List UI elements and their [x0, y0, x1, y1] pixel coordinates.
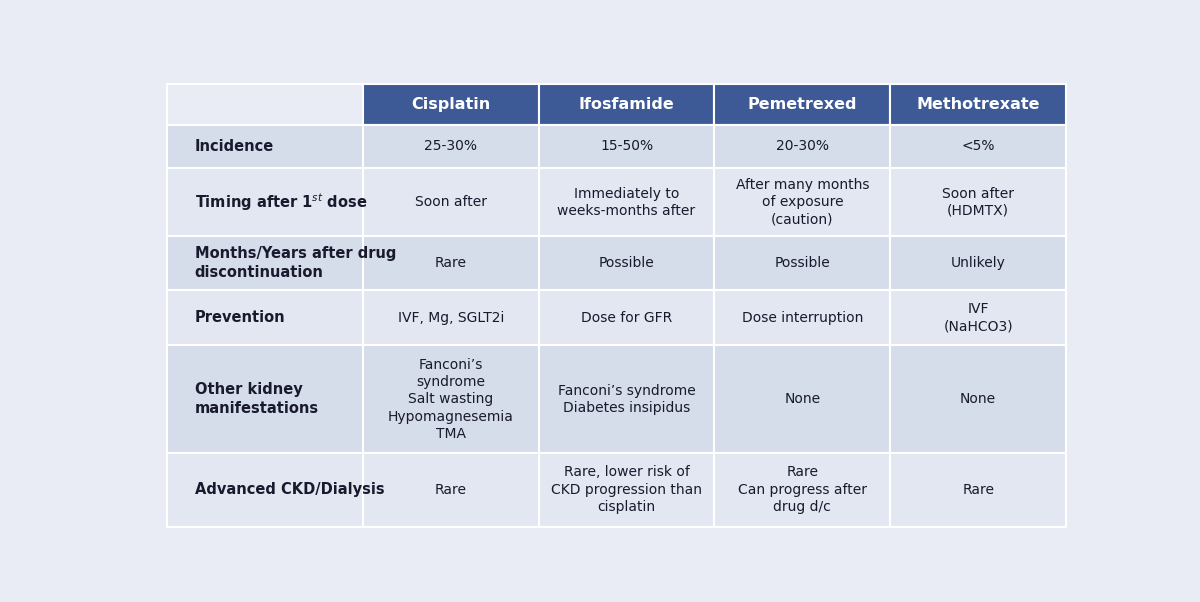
Bar	[890, 168, 1066, 237]
Text: None: None	[785, 393, 821, 406]
Text: <5%: <5%	[961, 140, 995, 154]
Text: 20-30%: 20-30%	[776, 140, 829, 154]
Text: Soon after: Soon after	[415, 195, 487, 209]
Text: Unlikely: Unlikely	[950, 256, 1006, 270]
Bar	[362, 346, 539, 453]
Text: Methotrexate: Methotrexate	[917, 97, 1040, 112]
Bar	[167, 346, 362, 453]
Text: Dose interruption: Dose interruption	[742, 311, 863, 324]
Text: Prevention: Prevention	[194, 310, 286, 325]
Text: IVF, Mg, SGLT2i: IVF, Mg, SGLT2i	[397, 311, 504, 324]
Text: Fanconi’s syndrome
Diabetes insipidus: Fanconi’s syndrome Diabetes insipidus	[558, 383, 695, 415]
Bar	[362, 84, 539, 125]
Bar	[890, 125, 1066, 168]
Bar	[714, 84, 890, 125]
Bar	[362, 453, 539, 527]
Bar	[890, 346, 1066, 453]
Text: Advanced CKD/Dialysis: Advanced CKD/Dialysis	[194, 482, 384, 497]
Bar	[714, 346, 890, 453]
Bar	[890, 290, 1066, 346]
Text: Rare: Rare	[434, 256, 467, 270]
Text: After many months
of exposure
(caution): After many months of exposure (caution)	[736, 178, 869, 226]
Bar	[539, 125, 714, 168]
Bar	[890, 84, 1066, 125]
Text: 15-50%: 15-50%	[600, 140, 653, 154]
Text: None: None	[960, 393, 996, 406]
Bar	[167, 290, 362, 346]
Text: Immediately to
weeks-months after: Immediately to weeks-months after	[558, 187, 696, 218]
Bar	[539, 84, 714, 125]
Bar	[714, 237, 890, 290]
Text: Fanconi’s
syndrome
Salt wasting
Hypomagnesemia
TMA: Fanconi’s syndrome Salt wasting Hypomagn…	[388, 358, 514, 441]
Text: Dose for GFR: Dose for GFR	[581, 311, 672, 324]
Text: Incidence: Incidence	[194, 139, 274, 154]
Bar	[714, 290, 890, 346]
Text: Soon after
(HDMTX): Soon after (HDMTX)	[942, 187, 1014, 218]
Bar	[539, 346, 714, 453]
Text: Cisplatin: Cisplatin	[412, 97, 491, 112]
Bar	[714, 453, 890, 527]
Bar	[539, 453, 714, 527]
Text: IVF
(NaHCO3): IVF (NaHCO3)	[943, 302, 1013, 333]
Bar	[167, 453, 362, 527]
Bar	[167, 125, 362, 168]
Bar	[890, 237, 1066, 290]
Text: Rare: Rare	[962, 483, 994, 497]
Bar	[362, 168, 539, 237]
Bar	[539, 168, 714, 237]
Bar	[167, 237, 362, 290]
Bar	[167, 168, 362, 237]
Bar	[714, 168, 890, 237]
Bar	[362, 290, 539, 346]
Bar	[362, 125, 539, 168]
Bar	[362, 237, 539, 290]
Bar	[539, 237, 714, 290]
Text: Rare, lower risk of
CKD progression than
cisplatin: Rare, lower risk of CKD progression than…	[551, 465, 702, 514]
Text: Ifosfamide: Ifosfamide	[578, 97, 674, 112]
Text: Possible: Possible	[774, 256, 830, 270]
Bar	[890, 453, 1066, 527]
Text: Rare
Can progress after
drug d/c: Rare Can progress after drug d/c	[738, 465, 866, 514]
Text: Possible: Possible	[599, 256, 654, 270]
Bar	[539, 290, 714, 346]
Text: Rare: Rare	[434, 483, 467, 497]
Text: Timing after 1$^{st}$ dose: Timing after 1$^{st}$ dose	[194, 191, 367, 213]
Bar	[714, 125, 890, 168]
Text: Pemetrexed: Pemetrexed	[748, 97, 857, 112]
Text: Other kidney
manifestations: Other kidney manifestations	[194, 382, 319, 416]
Text: 25-30%: 25-30%	[424, 140, 478, 154]
Text: Months/Years after drug
discontinuation: Months/Years after drug discontinuation	[194, 246, 396, 280]
Bar	[167, 84, 362, 125]
